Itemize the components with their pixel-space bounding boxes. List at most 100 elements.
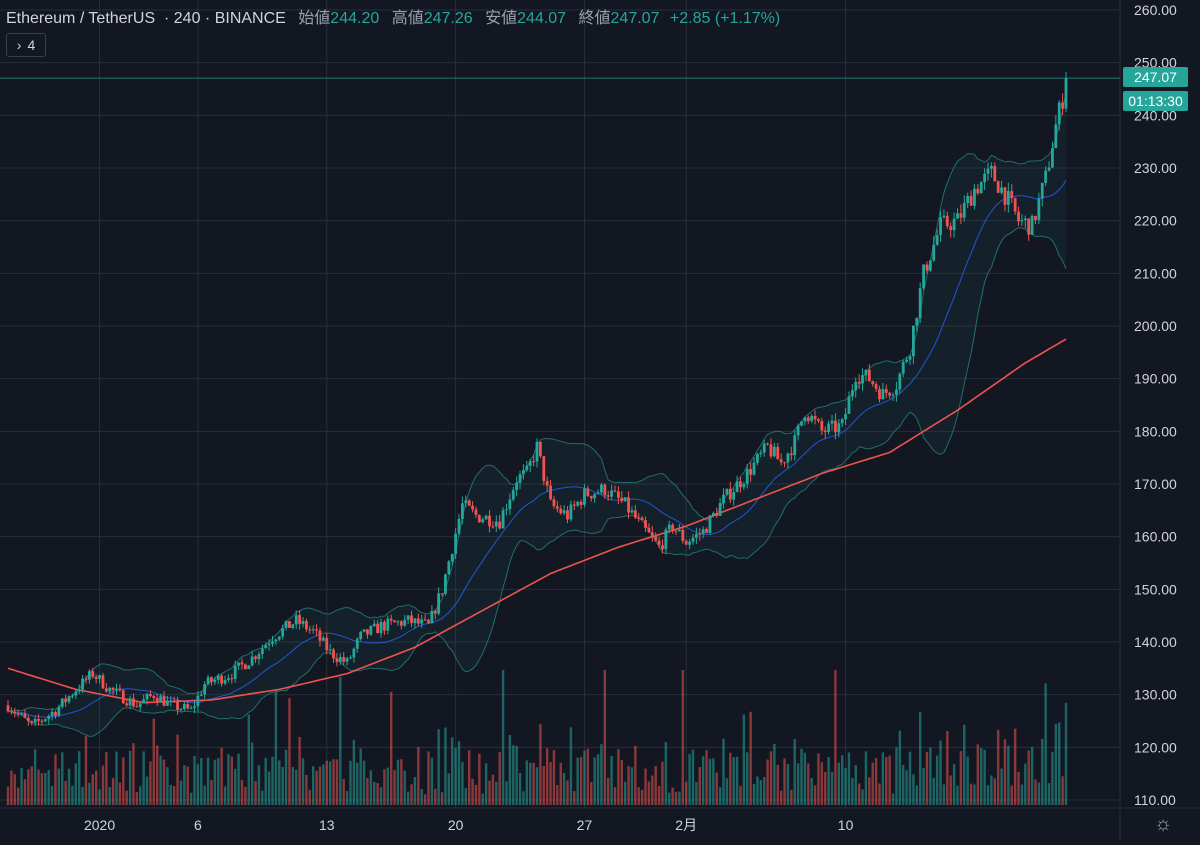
volume-bar: [128, 750, 132, 805]
volume-bar: [50, 785, 54, 805]
volume-bar: [552, 750, 556, 805]
candle: [905, 356, 909, 364]
candle-body: [813, 416, 817, 420]
candle-body: [230, 678, 234, 680]
candle: [603, 483, 607, 499]
candle-body: [142, 699, 146, 704]
volume-bar: [254, 781, 257, 805]
volume-bar: [813, 785, 817, 805]
candle-body: [1027, 218, 1031, 235]
interval-label[interactable]: · 240 ·: [159, 10, 215, 27]
candle: [762, 440, 766, 457]
volume-bar: [47, 770, 50, 805]
candle: [145, 692, 149, 705]
candle-body: [1000, 187, 1003, 193]
price-axis[interactable]: 260.00 250.00 240.00 230.00 220.00 210.00 200.…: [1134, 2, 1177, 808]
candle-body: [688, 541, 691, 545]
candle-body: [67, 696, 71, 702]
candle: [243, 663, 247, 670]
candle: [437, 587, 441, 616]
candle-body: [454, 533, 458, 555]
candle: [1030, 214, 1034, 235]
candle: [264, 642, 268, 649]
x-tick-label: 27: [577, 817, 593, 833]
candle: [413, 617, 417, 629]
candle-body: [264, 645, 268, 649]
candle-body: [203, 684, 207, 695]
volume-bar: [61, 752, 64, 805]
volume-bar: [156, 745, 159, 805]
volume-bar: [464, 787, 467, 805]
candle: [752, 457, 756, 476]
volume-bar: [966, 756, 969, 805]
candle-body: [433, 610, 437, 614]
candles: [6, 71, 1068, 727]
candle-body: [654, 536, 658, 541]
candle-body: [674, 530, 678, 532]
candle-body: [355, 639, 359, 649]
volume-bar: [413, 777, 417, 805]
candle: [77, 684, 81, 695]
volume-bar: [932, 777, 935, 805]
volume-bar: [1027, 750, 1030, 805]
candle: [979, 181, 983, 194]
candle-body: [223, 679, 227, 684]
volume-bar: [230, 756, 234, 805]
volume-bar: [291, 767, 295, 805]
candle: [135, 701, 139, 708]
candle-body: [1020, 220, 1024, 222]
candle: [800, 421, 803, 427]
candle: [759, 449, 763, 458]
volume-bar: [654, 766, 657, 805]
candle: [535, 438, 539, 468]
candle-body: [74, 691, 78, 696]
candle: [115, 683, 118, 696]
candle-body: [850, 390, 854, 397]
candle: [155, 693, 159, 707]
volume-bar: [515, 745, 518, 805]
volume-bar: [559, 762, 562, 805]
candle: [711, 511, 715, 518]
candle: [318, 627, 322, 647]
candle: [552, 496, 556, 509]
candle: [555, 500, 559, 513]
candle-body: [1057, 102, 1061, 125]
bb-lower: [7, 227, 1067, 738]
candle-body: [491, 526, 495, 528]
candle-body: [1010, 190, 1014, 199]
candle: [240, 658, 244, 670]
candle-body: [1047, 167, 1051, 171]
volume-bar: [366, 778, 369, 805]
candle: [779, 453, 783, 466]
volume-bar: [644, 768, 647, 805]
volume-bar: [698, 766, 701, 805]
candle-body: [979, 182, 983, 194]
volume-bar: [790, 789, 793, 805]
volume-bar: [427, 751, 430, 805]
candle-body: [583, 488, 586, 505]
candle: [1047, 161, 1051, 172]
candle-body: [488, 515, 491, 527]
candle-body: [1037, 198, 1041, 221]
candle-body: [715, 513, 719, 516]
volume-bar: [491, 774, 495, 805]
volume-bar: [732, 757, 735, 805]
gear-icon[interactable]: ☼: [1153, 812, 1173, 835]
candle-body: [135, 706, 139, 708]
candle-body: [216, 675, 220, 680]
time-axis[interactable]: 2020 6 13 20 27 2月 10: [84, 817, 854, 833]
indicator-toggle-button[interactable]: › 4: [6, 33, 46, 57]
candle-body: [976, 188, 980, 194]
x-tick-label: 20: [448, 817, 464, 833]
candle: [976, 184, 980, 196]
candle-body: [945, 215, 949, 227]
symbol-title[interactable]: Ethereum / TetherUS: [6, 10, 156, 27]
y-tick-label: 140.00: [1134, 634, 1177, 650]
candle-body: [325, 637, 329, 651]
volume-bar: [518, 772, 522, 805]
volume-bar: [1017, 771, 1020, 805]
candle: [525, 460, 529, 473]
candle: [562, 504, 566, 516]
